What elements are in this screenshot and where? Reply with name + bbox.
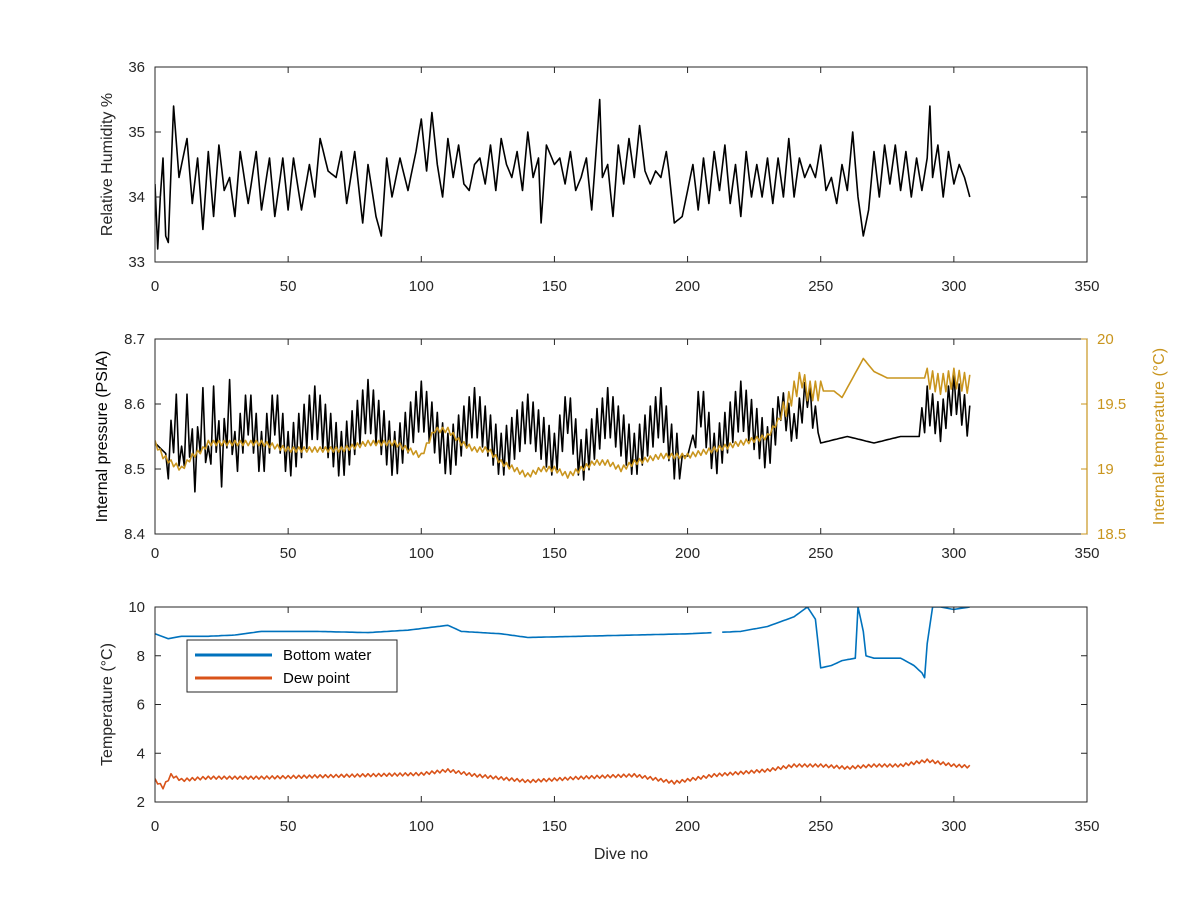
subplot-3: 0 50 100 150 200 250 300 350 2 4 6 8 10 Temperature (… [99,599,1100,863]
x-tick-label: 0 [151,818,159,835]
series-group [155,98,971,250]
subplot-1: 0 50 100 150 200 250 300 350 33 34 35 36 Relative Hu… [99,59,1100,295]
series-line-bottom-water [155,607,970,679]
series-line-dew-point [155,758,971,790]
x-tick-label: 50 [280,818,297,835]
legend-box [186,639,398,693]
y2-tick-label: 19 [1097,461,1114,478]
y-tick-label: 2 [137,794,145,811]
x-tick-label: 50 [280,278,297,295]
y-tick-label: 6 [137,697,145,714]
series-line-pressure [155,372,971,493]
x-tick-label: 0 [151,545,159,562]
series-group [155,357,971,493]
y2-axis-label: Internal temperature (°C) [1151,348,1168,525]
x-tick-label: 250 [808,818,833,835]
x-tick-label: 350 [1074,818,1099,835]
y-tick-label: 35 [128,124,145,141]
x-axis-label: Dive no [594,846,648,863]
axes-box [154,66,1088,263]
y-tick-label: 8.7 [124,331,145,348]
x-tick-label: 300 [941,278,966,295]
x-tick-label: 50 [280,545,297,562]
x-tick-label: 200 [675,278,700,295]
y-tick-label: 33 [128,254,145,271]
x-tick-label: 100 [409,278,434,295]
x-tick-label: 250 [808,545,833,562]
legend: Bottom water Dew point [186,639,398,693]
subplot-2: 0 50 100 150 200 250 300 350 8.4 8.5 8.6 8.7 18.5 19 1… [94,331,1168,562]
y-tick-label: 8.5 [124,461,145,478]
y2-tick-label: 18.5 [1097,526,1126,543]
y-axis-label: Relative Humidity % [99,93,116,236]
y2-tick-label: 19.5 [1097,396,1126,413]
y-tick-label: 36 [128,59,145,76]
x-tick-label: 300 [941,818,966,835]
series-group [155,607,971,790]
x-tick-label: 200 [675,545,700,562]
x-tick-label: 150 [542,545,567,562]
x-tick-label: 350 [1074,278,1099,295]
x-tick-label: 150 [542,818,567,835]
y-tick-label: 4 [137,745,145,762]
y-tick-label: 8.6 [124,396,145,413]
series-line-temperature [155,357,971,479]
x-tick-label: 0 [151,278,159,295]
y-tick-label: 10 [128,599,145,616]
series-line-1 [155,98,971,250]
x-tick-label: 100 [409,545,434,562]
y-axis-label: Internal pressure (PSIA) [94,351,111,523]
y-tick-label: 34 [128,189,145,206]
x-tick-label: 100 [409,818,434,835]
y-axis-label: Temperature (°C) [99,643,116,766]
x-tick-label: 350 [1074,545,1099,562]
x-tick-label: 300 [941,545,966,562]
x-tick-label: 150 [542,278,567,295]
x-tick-label: 200 [675,818,700,835]
y-tick-label: 8.4 [124,526,145,543]
legend-entry-label: Bottom water [283,647,371,664]
y-tick-label: 8 [137,648,145,665]
legend-entry-label: Dew point [283,670,351,687]
y2-tick-label: 20 [1097,331,1114,348]
x-tick-label: 250 [808,278,833,295]
